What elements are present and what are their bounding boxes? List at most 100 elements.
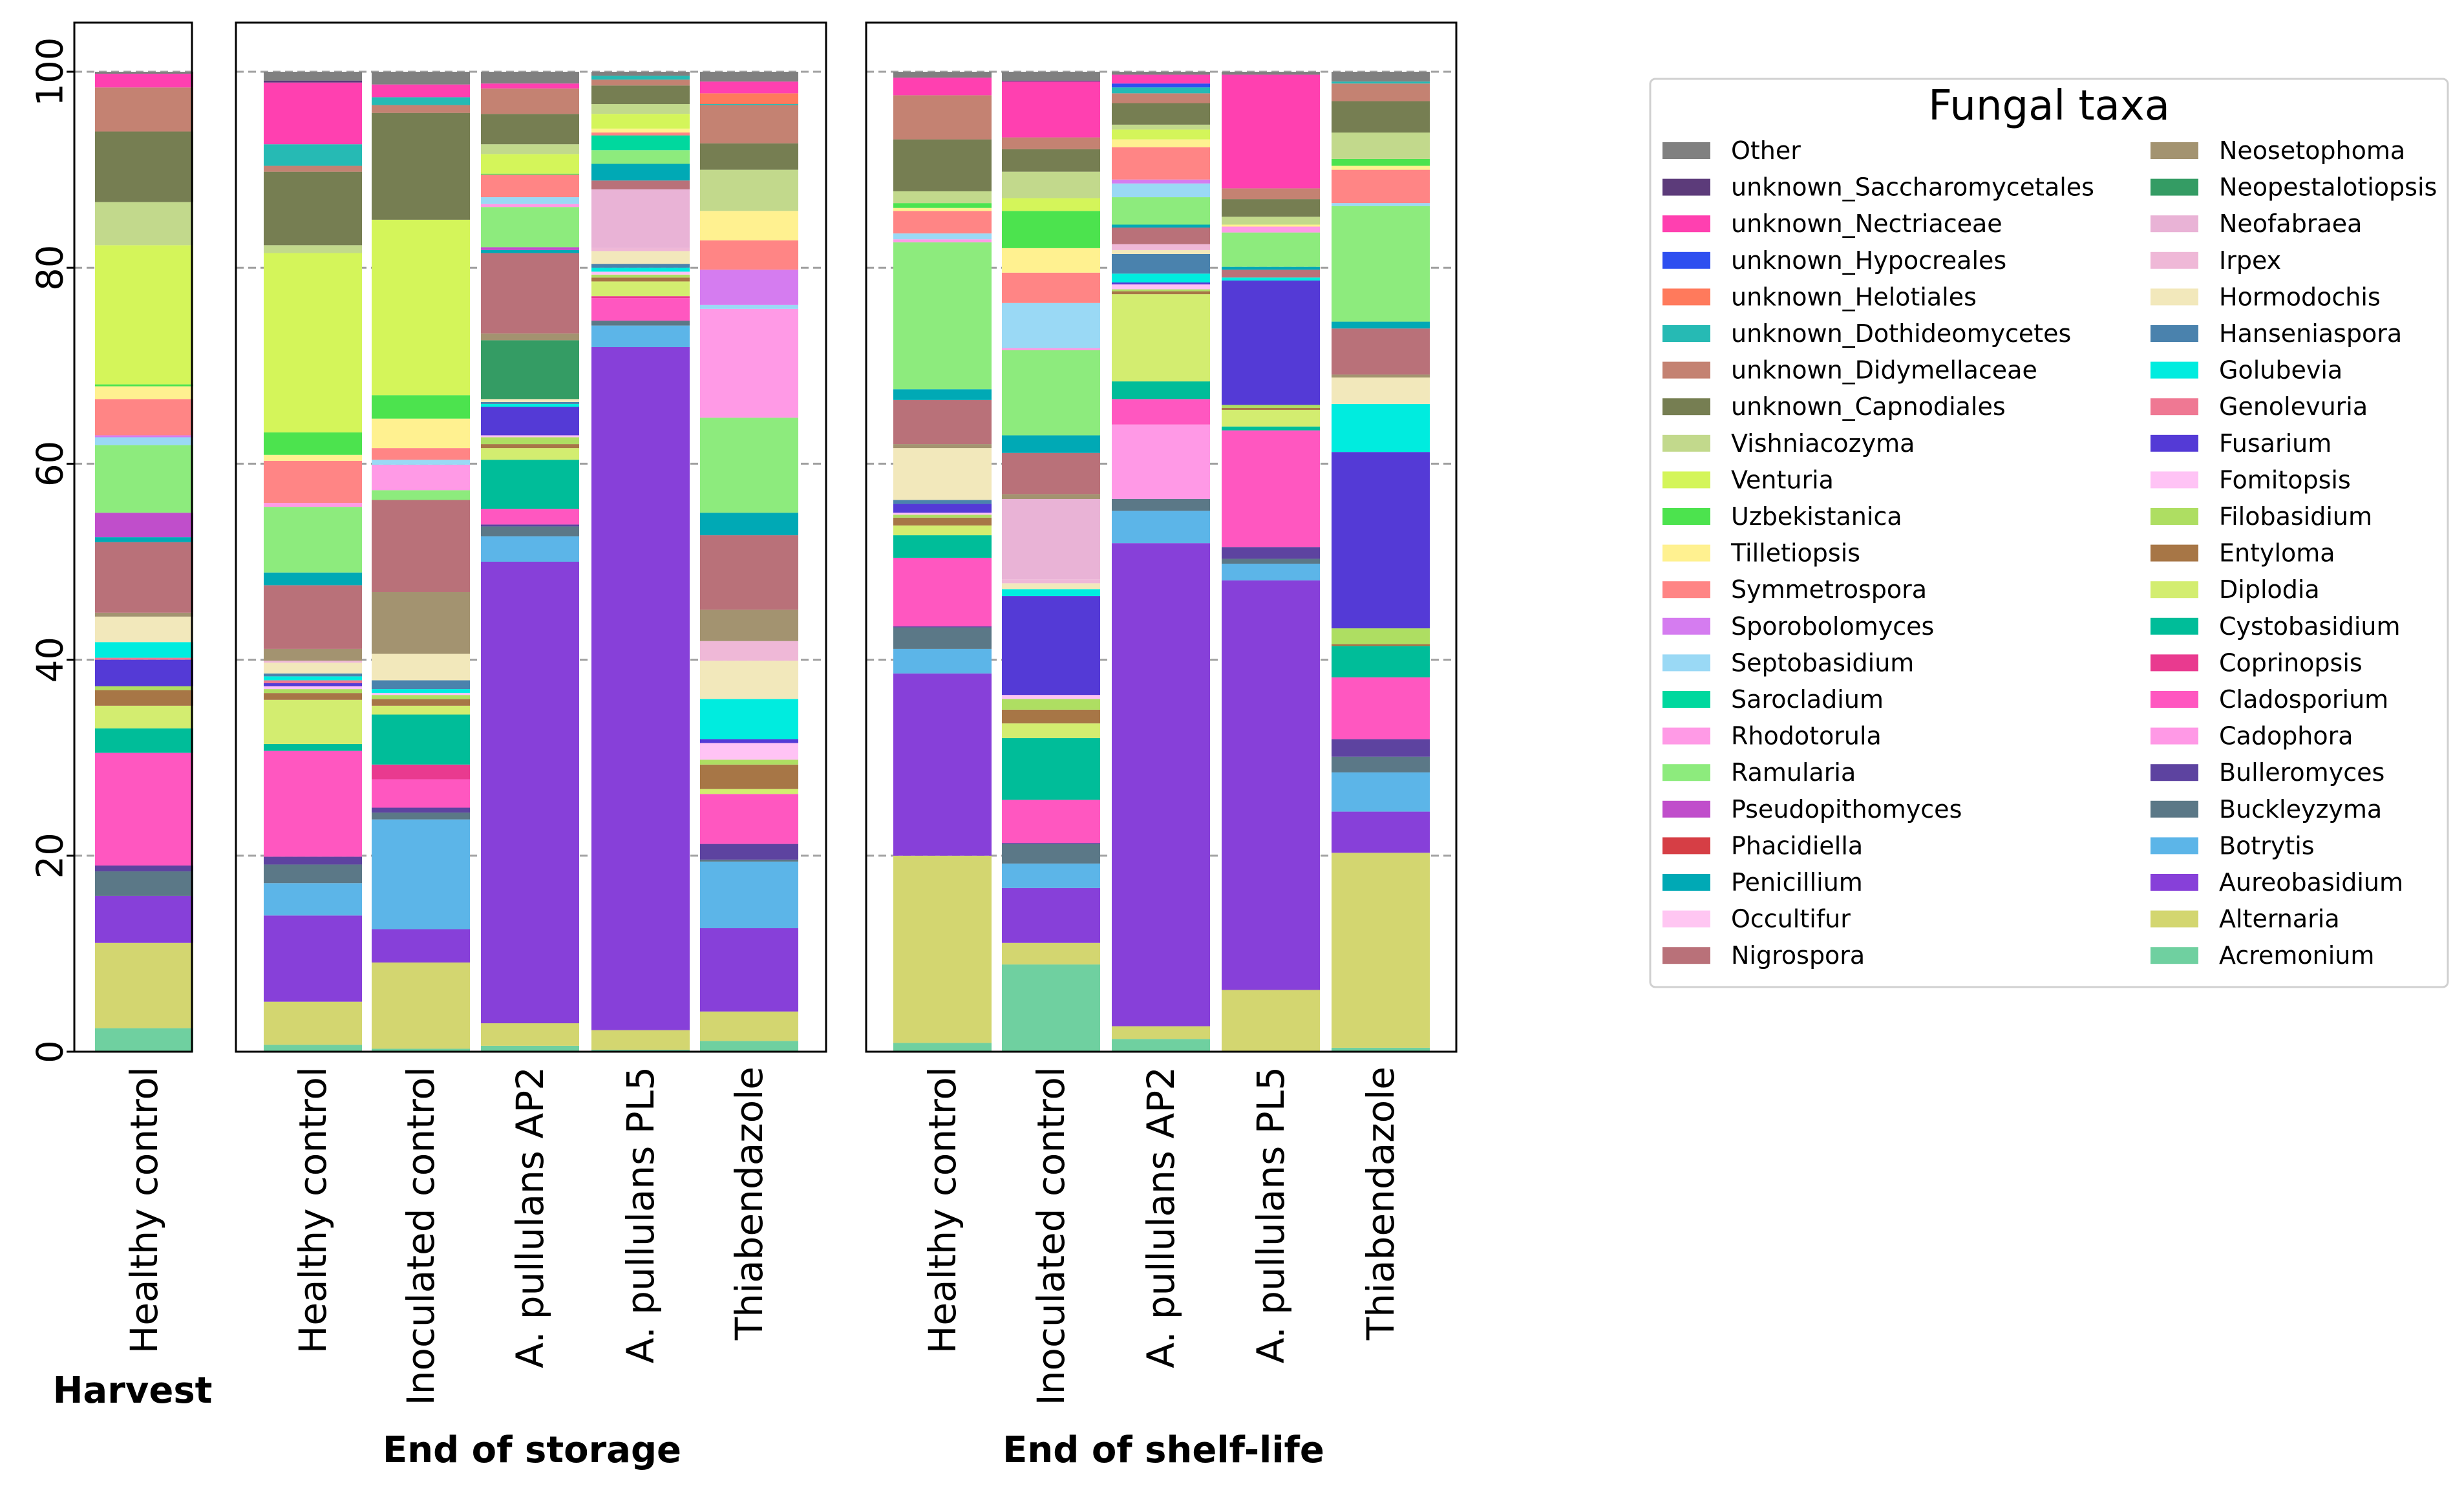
legend-item: Golubevia xyxy=(2151,356,2342,385)
bar-segment-fusarium xyxy=(1332,452,1430,629)
bar-segment-symmetrospora xyxy=(1112,147,1210,180)
legend-label: Irpex xyxy=(2219,246,2281,275)
legend-item: Ramularia xyxy=(1662,758,1856,787)
bar-segment-uzbekistanica xyxy=(893,203,992,208)
bar-segment-entyloma xyxy=(1222,407,1320,410)
bar-segment-other xyxy=(264,72,362,81)
legend-swatch xyxy=(2151,691,2198,708)
legend-swatch xyxy=(2151,581,2198,599)
legend-swatch xyxy=(2151,508,2198,525)
bar-segment-penicillium xyxy=(700,513,798,536)
panel-frame xyxy=(73,21,193,1053)
legend-item: Diplodia xyxy=(2151,575,2320,604)
bar-segment-penicillium xyxy=(481,250,579,253)
x-tick-label: Inoculated control xyxy=(1029,1067,1073,1405)
legend-label: Uzbekistanica xyxy=(1731,502,1902,531)
bar-segment-fomitopsis xyxy=(1112,284,1210,290)
bar-segment-nigrospora xyxy=(700,535,798,610)
legend-item: Cladosporium xyxy=(2151,685,2388,714)
bar-segment-buckleyzyma xyxy=(1002,844,1100,864)
bar-segment-symmetrospora xyxy=(893,211,992,234)
legend-label: unknown_Nectriaceae xyxy=(1731,209,2002,238)
legend-swatch xyxy=(1662,434,1710,452)
bar-segment-sporobolomyces xyxy=(1112,179,1210,184)
x-tick-label: A. pullulans PL5 xyxy=(619,1067,663,1363)
bar-segment-unknown-dothideomycetes xyxy=(700,104,798,105)
bar-segment-unknown-nectriaceae xyxy=(700,81,798,94)
legend-label: Phacidiella xyxy=(1731,831,1863,860)
bar-segment-entyloma xyxy=(591,277,690,282)
legend-swatch xyxy=(2151,142,2198,159)
bar-segment-cystobasidium xyxy=(1002,738,1100,800)
bar-segment-entyloma xyxy=(1112,291,1210,295)
bar-segment-other xyxy=(893,72,992,78)
legend-swatch xyxy=(1662,617,1710,635)
bar-segment-hormodochis xyxy=(1002,583,1100,590)
bar-segment-buckleyzyma xyxy=(700,859,798,862)
bar-segment-hanseniaspora xyxy=(481,401,579,404)
bar-segment-ramularia xyxy=(893,242,992,390)
bar-segment-unknown-capnodiales xyxy=(700,143,798,170)
legend-item: Genolevuria xyxy=(2151,392,2368,421)
bar-segment-venturia xyxy=(1112,129,1210,140)
bar-segment-alternaria xyxy=(893,855,992,1043)
legend-label: Coprinopsis xyxy=(2219,648,2363,677)
legend-item: Tilletiopsis xyxy=(1662,539,1860,568)
legend-item: Phacidiella xyxy=(1662,831,1863,860)
legend-label: Rhodotorula xyxy=(1731,722,1882,750)
legend-swatch xyxy=(1662,837,1710,855)
legend-label: unknown_Capnodiales xyxy=(1731,392,2006,421)
bar-segment-ramularia xyxy=(700,418,798,513)
x-tick-label: Healthy control xyxy=(920,1067,964,1354)
legend-label: unknown_Dothideomycetes xyxy=(1731,319,2071,348)
bar-segment-other xyxy=(700,72,798,82)
bar-segment-vishniacozyma xyxy=(591,104,690,114)
bar-segment-entyloma xyxy=(893,517,992,526)
legend-swatch xyxy=(2151,910,2198,928)
bar-segment-buckleyzyma xyxy=(372,813,470,820)
bar-segment-other xyxy=(1222,72,1320,75)
bar-segment-penicillium xyxy=(893,389,992,400)
x-tick-label: Thiabendazole xyxy=(727,1067,771,1341)
bar-segment-unknown-dothideomycetes xyxy=(372,97,470,105)
bar-segment-vishniacozyma xyxy=(481,144,579,154)
bar-segment-hanseniaspora xyxy=(591,264,690,268)
bar-segment-ramularia xyxy=(372,490,470,500)
bar-segment-unknown-nectriaceae xyxy=(95,74,193,88)
bar-segment-venturia xyxy=(95,245,193,385)
bar-segment-aureobasidium xyxy=(893,673,992,856)
legend-item: Cystobasidium xyxy=(2151,612,2401,641)
bar-segment-unknown-didymellaceae xyxy=(95,87,193,132)
bar-segment-cladosporium xyxy=(95,752,193,866)
bar-segment-sporobolomyces xyxy=(700,270,798,305)
bar xyxy=(372,72,470,1052)
bar-segment-acremonium xyxy=(700,1041,798,1052)
legend-swatch xyxy=(2151,251,2198,269)
bar-segment-septobasidium xyxy=(481,197,579,204)
bar-segment-unknown-capnodiales xyxy=(1002,149,1100,172)
bar-segment-unknown-didymellaceae xyxy=(1222,188,1320,200)
bar-segment-diplodia xyxy=(95,705,193,728)
bar-segment-unknown-capnodiales xyxy=(264,171,362,246)
bar-segment-symmetrospora xyxy=(481,175,579,198)
bar-segment-neopestalotiopsis xyxy=(481,340,579,399)
bar-segment-neosetophoma xyxy=(372,591,470,654)
bar-segment-venturia xyxy=(372,219,470,396)
bar-segment-hormodochis xyxy=(95,616,193,643)
bar-segment-unknown-nectriaceae xyxy=(1112,74,1210,84)
bar-segment-golubevia xyxy=(95,642,193,658)
bar-segment-golubevia xyxy=(1112,273,1210,282)
legend-label: Aureobasidium xyxy=(2219,868,2403,897)
bar-segment-penicillium xyxy=(95,537,193,542)
legend-item: Alternaria xyxy=(2151,905,2340,933)
bar-segment-coprinopsis xyxy=(372,764,470,780)
bar-segment-cystobasidium xyxy=(1332,646,1430,677)
bar-segment-fusarium xyxy=(481,407,579,436)
bar-segment-nigrospora xyxy=(372,500,470,592)
bar-segment-unknown-didymellaceae xyxy=(1112,93,1210,103)
bar-segment-unknown-capnodiales xyxy=(591,85,690,105)
legend-swatch xyxy=(1662,691,1710,708)
legend-label: Neofabraea xyxy=(2219,209,2362,238)
panels: Healthy control Harvest Healthy control Ino… xyxy=(53,21,1458,1471)
bar-segment-filobasidium xyxy=(1112,289,1210,292)
